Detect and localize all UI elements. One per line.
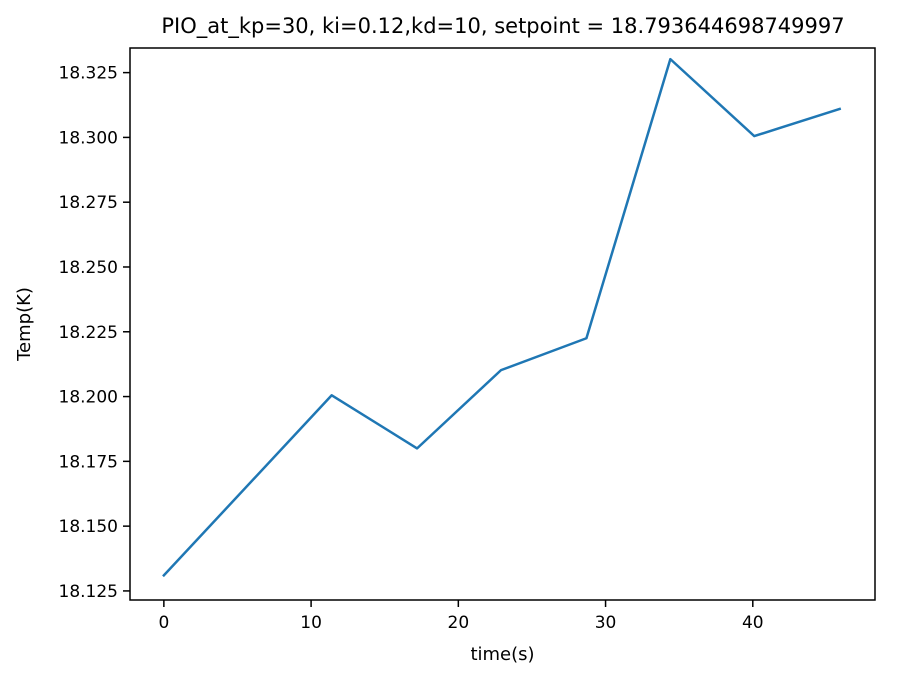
chart-title: PIO_at_kp=30, ki=0.12,kd=10, setpoint = … [161,14,844,39]
x-tick-label: 40 [742,613,764,633]
plot-frame [129,47,876,601]
y-axis-ticks: 18.125 18.150 18.175 18.200 18.225 18.250 18.2… [59,64,130,602]
y-tick-label: 18.125 [59,582,118,602]
series-line [162,57,842,578]
x-axis-ticks: 0 10 20 30 40 [158,600,764,633]
y-tick-label: 18.200 [59,388,118,408]
y-tick-label: 18.225 [59,323,118,343]
y-tick-label: 18.325 [59,64,118,84]
y-tick-label: 18.175 [59,452,118,472]
y-tick-label: 18.275 [59,193,118,213]
y-tick-label: 18.150 [59,517,118,537]
x-axis-label: time(s) [470,644,534,665]
x-tick-label: 10 [300,613,322,633]
y-tick-label: 18.250 [59,258,118,278]
x-tick-label: 20 [448,613,470,633]
y-axis-label: Temp(K) [14,287,35,362]
y-tick-label: 18.300 [59,128,118,148]
x-tick-label: 0 [158,613,169,633]
x-tick-label: 30 [595,613,617,633]
